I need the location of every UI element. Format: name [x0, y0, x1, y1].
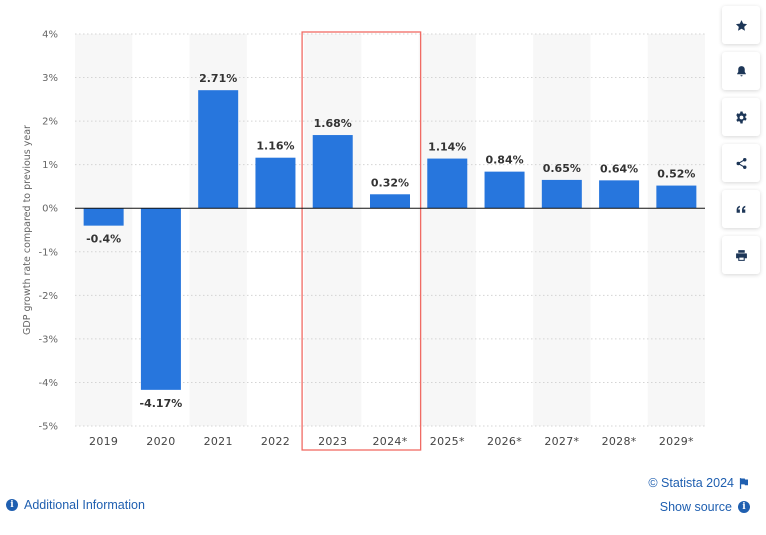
data-label: -4.17%: [140, 397, 183, 410]
bar-2029*: [656, 185, 697, 209]
bar-2020: [140, 208, 181, 390]
additional-information-label: Additional Information: [24, 498, 145, 512]
data-label: 1.16%: [256, 140, 294, 153]
x-tick-label: 2026*: [487, 435, 522, 448]
bar-2021: [198, 90, 239, 209]
bar-2026*: [484, 171, 525, 209]
chart-toolbar: [722, 6, 760, 282]
printer-icon: [735, 249, 747, 261]
y-tick-label: 3%: [42, 73, 58, 84]
info-icon: i: [738, 501, 750, 513]
additional-information-link[interactable]: i Additional Information: [6, 498, 145, 512]
x-tick-label: 2025*: [430, 435, 465, 448]
column-band: [533, 34, 591, 426]
info-icon: i: [6, 499, 18, 511]
gear-icon: [735, 111, 747, 123]
bell-icon: [736, 65, 746, 76]
data-label: 1.68%: [314, 117, 352, 130]
column-band: [304, 34, 362, 426]
data-label: 1.14%: [428, 141, 466, 154]
x-tick-label: 2024*: [373, 435, 408, 448]
bar-2022: [255, 157, 296, 209]
bar-2027*: [541, 179, 582, 209]
y-tick-label: -3%: [39, 334, 58, 345]
y-axis-title: GDP growth rate compared to previous yea…: [22, 125, 33, 335]
print-button[interactable]: [722, 236, 760, 274]
column-band: [647, 34, 705, 426]
data-label: 0.65%: [543, 162, 581, 175]
notification-button[interactable]: [722, 52, 760, 90]
bar-2028*: [599, 180, 640, 209]
x-tick-label: 2022: [261, 435, 290, 448]
y-tick-label: -1%: [39, 247, 58, 258]
y-tick-label: -2%: [39, 291, 58, 302]
show-source-label: Show source: [659, 500, 732, 514]
x-tick-label: 2028*: [602, 435, 637, 448]
x-tick-label: 2029*: [659, 435, 694, 448]
share-button[interactable]: [722, 144, 760, 182]
highlight-box: [301, 31, 422, 451]
quote-icon: [736, 205, 745, 213]
bar-2024*: [370, 194, 410, 209]
data-label: -0.4%: [86, 233, 121, 246]
settings-button[interactable]: [722, 98, 760, 136]
show-source-link[interactable]: Show source i: [660, 500, 750, 514]
x-tick-label: 2021: [204, 435, 233, 448]
statista-credit: © Statista 2024: [648, 476, 748, 490]
y-tick-label: 1%: [42, 160, 58, 171]
column-band: [75, 34, 133, 426]
x-tick-label: 2019: [89, 435, 118, 448]
data-label: 0.64%: [600, 162, 638, 175]
y-tick-label: -5%: [39, 422, 58, 433]
data-label: 0.84%: [485, 154, 523, 167]
data-label: 2.71%: [199, 72, 237, 85]
data-label: 0.52%: [657, 168, 695, 181]
x-tick-label: 2023: [318, 435, 347, 448]
x-tick-label: 2020: [146, 435, 175, 448]
bar-2025*: [427, 158, 468, 209]
bar-2023: [312, 135, 353, 209]
y-tick-label: 2%: [42, 117, 58, 128]
data-label: 0.32%: [371, 176, 409, 189]
flag-icon[interactable]: [739, 477, 748, 489]
star-icon: [735, 19, 747, 31]
credit-text: © Statista 2024: [648, 476, 734, 490]
y-tick-label: 0%: [42, 204, 58, 215]
favorite-button[interactable]: [722, 6, 760, 44]
y-tick-label: -4%: [39, 378, 58, 389]
bar-2019: [83, 208, 124, 226]
x-tick-label: 2027*: [544, 435, 579, 448]
column-band: [418, 34, 476, 426]
y-tick-label: 4%: [42, 30, 58, 41]
gdp-growth-chart: 4% 3% 2% 1% 0% -1% -2% -3% -4% -5% GDP growth rate…: [22, 30, 705, 451]
share-icon: [736, 157, 746, 169]
cite-button[interactable]: [722, 190, 760, 228]
